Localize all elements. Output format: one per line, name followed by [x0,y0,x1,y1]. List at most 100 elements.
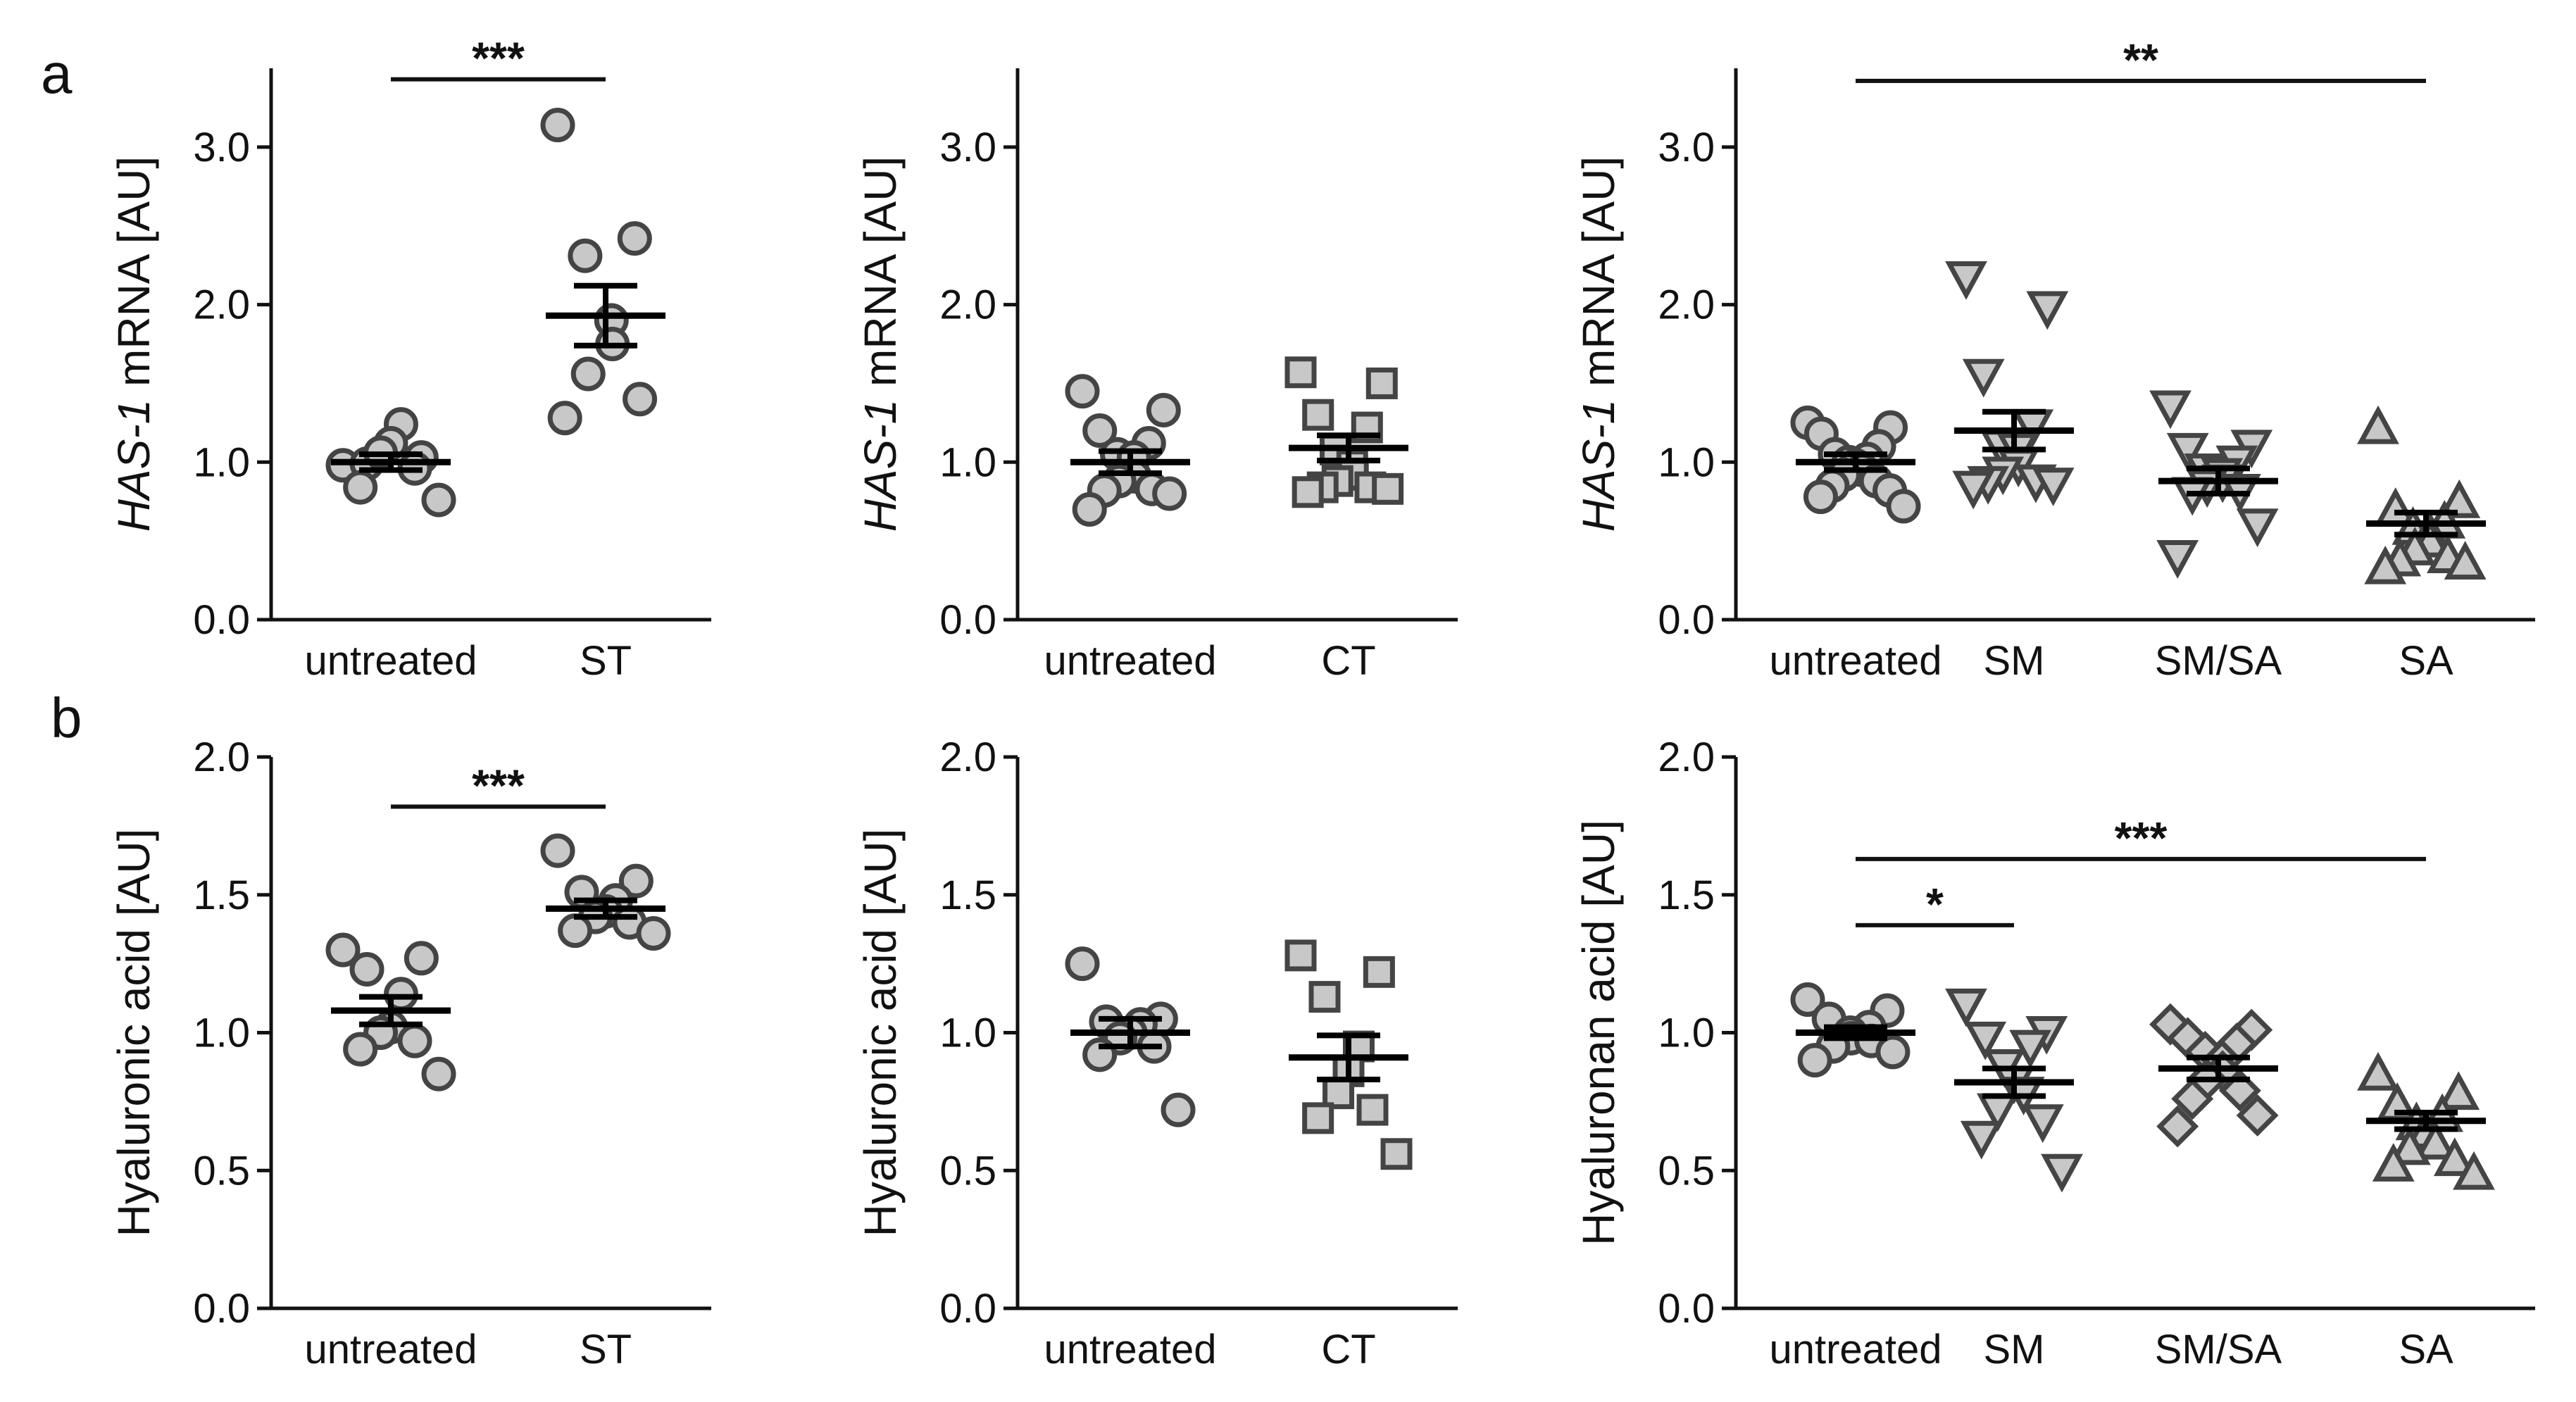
series-untreated [1065,946,1196,1127]
significance-label: ** [2123,35,2158,85]
data-point [2388,1126,2431,1165]
series-sa [2357,405,2487,584]
x-category-label: SM/SA [2155,1327,2282,1372]
data-point [349,951,384,987]
data-point [421,482,456,518]
y-tick-label: 1.0 [193,1010,250,1056]
significance-label: * [1926,879,1944,930]
data-point [636,916,671,951]
x-category-label: untreated [1044,638,1216,684]
data-point [404,941,439,976]
panel-letter-a: a [41,42,73,105]
y-tick-label: 0.5 [193,1148,250,1194]
x-category-label: CT [1321,1327,1375,1372]
series-untreated [1790,982,1915,1078]
data-point [1302,399,1334,431]
series-untreated [325,407,456,518]
data-point [1803,480,1838,515]
data-point [343,470,378,505]
data-point [1292,476,1324,508]
panel-letter-b: b [51,687,82,749]
data-point [2041,1153,2083,1193]
x-category-label: SM/SA [2155,638,2282,684]
chart-b2: 0.0 0.5 1.0 1.5 2.0 Hyaluronic acid [AU] untre… [855,734,1458,1372]
data-point [343,1032,378,1067]
y-tick-label: 1.5 [1658,872,1715,918]
series-ct [1284,356,1408,508]
data-point [2444,541,2487,580]
chart-a1: 0.0 1.0 2.0 3.0 HAS-1 mRNA [AU] untreated ST **… [108,33,711,684]
y-axis-title: Hyaluronic acid [AU] [855,829,906,1237]
data-point [623,382,658,417]
y-tick-label: 3.0 [193,125,250,170]
data-point [1962,358,2005,398]
y-tick-label: 3.0 [939,125,996,170]
data-point [1082,413,1118,449]
x-category-label: SA [2399,638,2453,684]
data-point [1072,492,1107,527]
series-st [540,108,665,436]
y-tick-label: 0.5 [1658,1148,1715,1194]
x-category-label: CT [1321,638,1375,684]
x-category-label: untreated [304,638,477,684]
y-tick-label: 2.0 [1658,282,1715,328]
data-point [540,108,575,143]
data-point [1146,392,1181,427]
x-category-label: ST [580,1327,632,1372]
y-tick-label: 1.0 [939,439,996,485]
data-point [1065,374,1100,409]
data-point [540,833,575,868]
y-tick-label: 2.0 [939,282,996,328]
data-point [1356,1094,1389,1126]
series-sm [1945,261,2075,510]
data-point [1945,988,1987,1027]
y-tick-label: 1.5 [193,872,250,918]
series-untreated [1065,374,1190,527]
x-category-label: untreated [1769,1327,1942,1372]
data-point [2236,1094,2279,1137]
data-point [1065,946,1100,982]
data-point [547,401,582,436]
data-point [2156,1105,2199,1148]
y-axis-title-unit: mRNA [AU] [108,156,159,399]
y-tick-label: 2.0 [193,282,250,328]
data-point [2372,1143,2415,1182]
significance-label: *** [472,33,525,84]
data-point [617,221,652,256]
y-tick-label: 2.0 [939,734,996,780]
series-untreated [325,932,456,1091]
y-tick-label: 1.5 [939,872,996,918]
chart-a3: 0.0 1.0 2.0 3.0 HAS-1 mRNA [AU] untreated SM SM… [1573,35,2535,684]
data-point [1284,356,1317,389]
series-sm-sa [2149,390,2279,579]
y-tick-label: 0.0 [939,1286,996,1332]
data-point [1964,1021,2007,1060]
data-point [1797,1043,1832,1078]
data-point [2437,1071,2480,1110]
data-point [2149,390,2192,430]
data-point [1161,1092,1196,1127]
data-point [325,932,361,968]
x-category-label: SM [1984,638,2045,684]
x-category-label: SM [1984,1327,2045,1372]
series-ct [1284,939,1413,1170]
x-category-label: untreated [1769,638,1942,684]
y-tick-label: 0.5 [939,1148,996,1194]
x-category-label: untreated [304,1327,477,1372]
data-point [2357,1051,2399,1091]
y-axis-title: Hyaluronan acid [AU] [1573,820,1624,1246]
y-axis-title-gene: HAS-1 [108,399,159,532]
y-tick-label: 0.0 [193,597,250,643]
data-point [1886,489,1921,524]
y-axis-title: HAS-1 mRNA [AU] [108,156,159,532]
data-point [1945,261,1987,300]
data-point [1152,476,1187,511]
x-category-label: untreated [1044,1327,1216,1372]
data-point [2021,1104,2064,1144]
data-point [2357,405,2399,444]
y-tick-label: 0.0 [1658,1286,1715,1332]
data-point [2171,1077,2214,1120]
x-category-label: ST [580,638,632,684]
y-tick-label: 3.0 [1658,125,1715,170]
